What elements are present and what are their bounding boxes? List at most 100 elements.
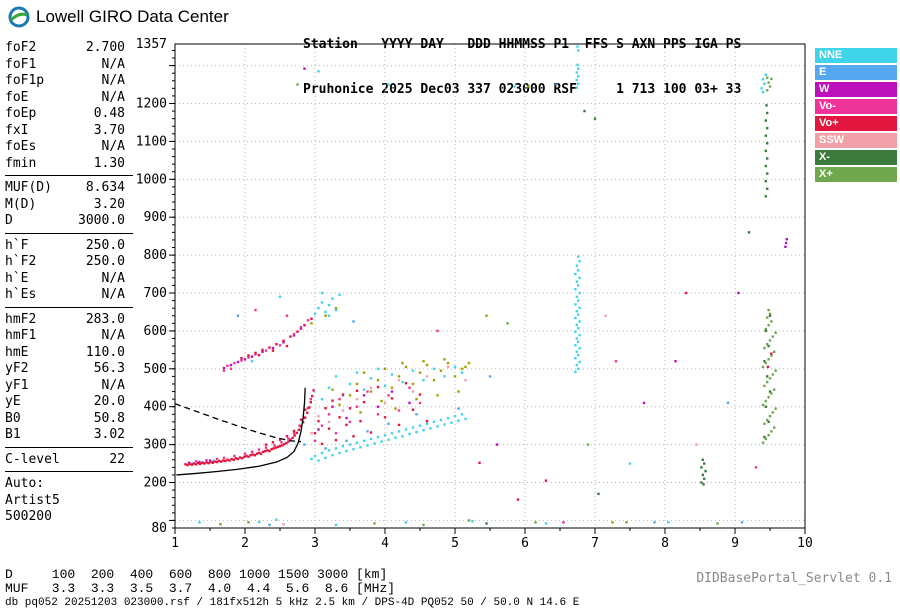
param-value: N/A [101,377,125,393]
series-W [187,67,788,465]
param-label: B1 [5,427,21,442]
param-label: yF2 [5,361,29,376]
y-axis-tick-label: 600 [144,324,167,339]
param-value: N/A [101,287,125,302]
servlet-version: DIDBasePortal_Servlet 0.1 [696,571,892,586]
x-axis-tick-label: 4 [381,536,389,551]
param-row-fmin: fmin 1.30 [5,156,125,173]
logo-text: Lowell GIRO Data Center [36,7,229,26]
param-row-B1: B1 3.02 [5,427,125,444]
muf-row: MUF 3.3 3.3 3.5 3.7 4.0 4.4 5.6 8.6 [MHz… [5,581,396,596]
param-label: foEp [5,106,37,121]
legend-item-NNE: NNE [815,48,897,63]
x-axis-tick-label: 7 [591,536,599,551]
y-axis-tick-label: 1000 [136,172,167,187]
x-axis-tick-label: 8 [661,536,669,551]
param-row-M(D): M(D) 3.20 [5,197,125,214]
series-NNE [198,45,767,527]
param-separator [5,232,133,234]
param-label: foF1p [5,73,45,88]
param-row-h`F: h`F 250.0 [5,238,125,255]
y-axis-tick-label: 700 [144,286,167,301]
param-label: B0 [5,410,21,426]
series-E [191,83,744,527]
param-row-foF1: foF1 N/A [5,57,125,74]
giro-logo-icon [8,6,30,28]
param-value: 2.700 [85,40,125,55]
param-row-B0: B0 50.8 [5,411,125,428]
param-value: 50.8 [93,410,125,426]
param-label: M(D) [5,196,37,212]
param-label: hmF1 [5,328,37,343]
param-value: 20.0 [93,394,125,409]
param-row-MUF(D): MUF(D) 8.634 [5,180,125,197]
param-value: 3.70 [93,122,125,138]
param-row-yF2: yF2 56.3 [5,361,125,378]
x-axis-tick-label: 1 [171,536,179,551]
param-row-hmF2: hmF2 283.0 [5,312,125,329]
app-logo: Lowell GIRO Data Center [8,6,229,28]
legend-item-W: W [815,82,897,97]
param-value: N/A [101,73,125,88]
polarization-legend: NNE E W Vo- Vo+ SSW X- X+ [815,48,897,184]
param-value: 22 [109,451,125,467]
series-unlabeled-olive [310,85,614,524]
param-value: N/A [101,89,125,105]
param-label: MUF(D) [5,180,52,195]
series-SSW [282,314,698,526]
series-Vo+ [184,291,773,501]
param-value: 0.48 [93,106,125,121]
series-Vo- [194,308,758,524]
param-value: 250.0 [85,254,125,269]
param-label: h`F [5,237,29,253]
autoscaling-info: Artist5 [5,492,60,508]
param-label: foF2 [5,40,37,55]
param-row-h`E: h`E N/A [5,271,125,288]
x-axis-tick-label: 6 [521,536,529,551]
legend-item-Vo+: Vo+ [815,116,897,131]
param-row-foEs: foEs N/A [5,139,125,156]
param-label: yE [5,394,21,409]
y-axis-tick-label: 1100 [136,134,167,149]
param-label: hmF2 [5,311,37,327]
param-value: 3.02 [93,427,125,442]
y-axis-tick-label: 80 [151,521,167,536]
parameters-panel: foF2 2.700 foF1 N/A foF1p N/A foE N/A foEp 0.48 fx… [5,40,135,526]
param-label: hmE [5,344,29,360]
param-value: N/A [101,328,125,343]
param-label: foF1 [5,56,37,72]
x-axis-tick-label: 3 [311,536,319,551]
param-label: foEs [5,139,37,154]
y-axis-tick-label: 900 [144,210,167,225]
param-value: 8.634 [85,180,125,195]
y-axis-tick-label: 800 [144,248,167,263]
param-row-C-level: C-level 22 [5,452,125,469]
param-row-fxI: fxI 3.70 [5,123,125,140]
param-row-hmE: hmE 110.0 [5,345,125,362]
y-axis-tick-label: 200 [144,476,167,491]
param-row-hmF1: hmF1 N/A [5,328,125,345]
param-separator [5,306,133,308]
y-axis-tick-label: 1200 [136,97,167,112]
param-row-foE: foE N/A [5,90,125,107]
param-label: D [5,213,13,228]
param-label: h`F2 [5,254,37,269]
param-row-foF1p: foF1p N/A [5,73,125,90]
param-value: N/A [101,139,125,154]
y-axis-tick-label: 400 [144,400,167,415]
param-row-yF1: yF1 N/A [5,378,125,395]
file-info: db pq052 20251203 023000.rsf / 181fx512h… [5,597,580,609]
distance-row: D 100 200 400 600 800 1000 1500 3000 [km… [5,567,388,582]
x-axis-tick-label: 9 [731,536,739,551]
muf-transmission-curve [174,403,302,443]
series-X- [485,104,772,525]
legend-item-X+: X+ [815,167,897,182]
param-separator [5,471,133,472]
param-row-h`Es: h`Es N/A [5,287,125,304]
autoscaling-info: Auto: [5,476,45,491]
param-separator [5,175,133,176]
param-label: yF1 [5,377,29,393]
param-value: N/A [101,270,125,286]
param-row-foEp: foEp 0.48 [5,106,125,123]
